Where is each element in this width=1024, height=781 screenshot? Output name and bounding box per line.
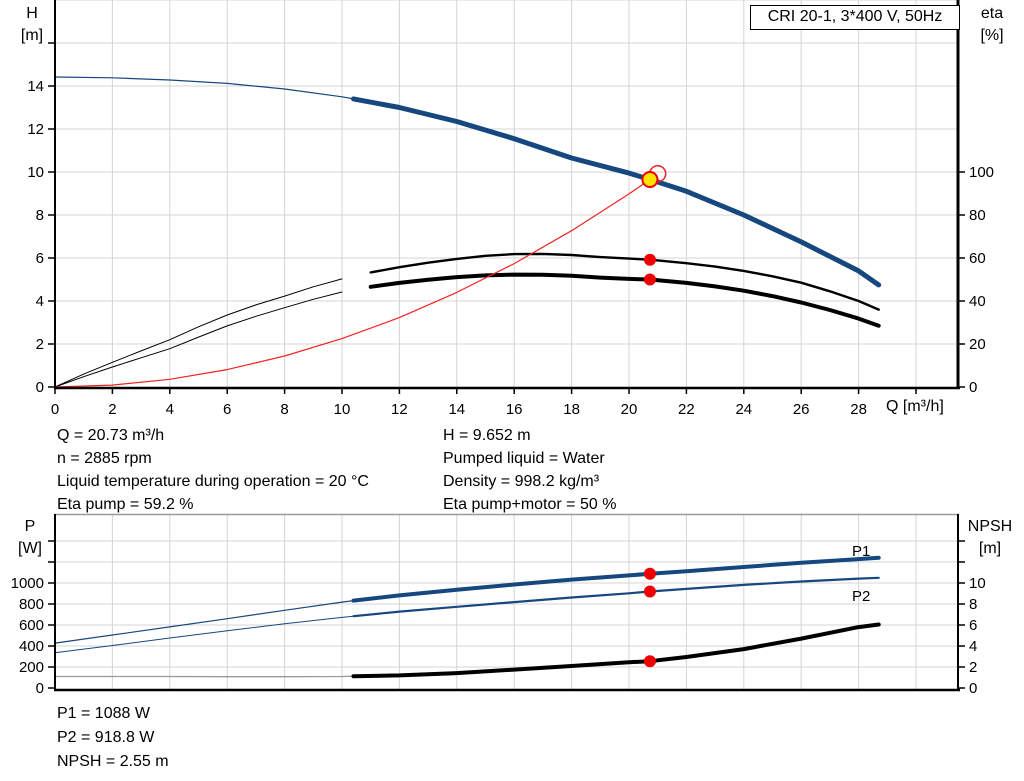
curve-label: P1 xyxy=(852,543,870,560)
tick-label: 10 xyxy=(334,401,351,418)
series-eta-pump-motor-curve xyxy=(368,272,881,328)
tick-label: 2 xyxy=(969,659,977,676)
series-eta-pump-curve xyxy=(54,278,343,388)
tick-label: 4 xyxy=(166,401,174,418)
eta-axis-title: eta [%] xyxy=(966,3,1018,47)
tick-label: 400 xyxy=(19,638,44,655)
tick-label: 20 xyxy=(621,401,638,418)
tick-label: 12 xyxy=(27,121,44,138)
series-p2-curve xyxy=(54,615,354,654)
tick-label: 8 xyxy=(969,596,977,613)
info-head: H = 9.652 m xyxy=(443,427,531,444)
series-npsh-curve xyxy=(54,675,355,678)
npsh-axis-title-line2: [m] xyxy=(978,540,1002,557)
series-system-curve xyxy=(54,178,651,388)
tick-label: 6 xyxy=(969,617,977,634)
curve-label: P2 xyxy=(852,588,870,605)
npsh-axis-title-line1: NPSH xyxy=(967,518,1013,535)
duty-info-right: H = 9.652 m Pumped liquid = Water Densit… xyxy=(443,424,616,516)
series-head-curve xyxy=(351,96,882,288)
tick-label: 200 xyxy=(19,659,44,676)
tick-label: 0 xyxy=(36,379,44,396)
info-eta-pump-motor: Eta pump+motor = 50 % xyxy=(443,496,617,513)
tick-label: 26 xyxy=(793,401,810,418)
series-eta-pump-motor-curve xyxy=(54,291,343,388)
info-speed: n = 2885 rpm xyxy=(57,450,152,467)
tick-label: 10 xyxy=(27,164,44,181)
h-axis-title-line1: H xyxy=(26,5,38,22)
tick-label: 40 xyxy=(969,293,986,310)
series-p1-curve xyxy=(351,555,881,603)
tick-label: 800 xyxy=(19,596,44,613)
tick-label: 1000 xyxy=(11,575,44,592)
tick-label: 24 xyxy=(735,401,752,418)
npsh-point xyxy=(643,655,656,668)
series-head-curve xyxy=(54,76,355,100)
p-axis-title-line1: P xyxy=(24,518,36,535)
tick-label: 80 xyxy=(969,207,986,224)
pump-model-label: CRI 20-1, 3*400 V, 50Hz xyxy=(767,8,943,25)
tick-label: 6 xyxy=(36,250,44,267)
tick-label: 20 xyxy=(969,336,986,353)
duty-info-left: Q = 20.73 m³/h n = 2885 rpm Liquid tempe… xyxy=(57,424,369,516)
info-liquid-temperature: Liquid temperature during operation = 20… xyxy=(57,473,369,490)
p-axis-title: P [W] xyxy=(8,516,52,560)
p1-point xyxy=(643,567,656,580)
tick-label: 0 xyxy=(969,379,977,396)
tick-label: 10 xyxy=(969,575,986,592)
h-axis-title-line2: [m] xyxy=(20,27,44,44)
tick-label: 0 xyxy=(36,680,44,697)
q-axis-title: Q [m³/h] xyxy=(886,398,944,415)
eta-axis-title-line1: eta xyxy=(980,5,1004,22)
p-axis-title-line2: [W] xyxy=(18,540,42,557)
info-density: Density = 998.2 kg/m³ xyxy=(443,473,600,490)
tick-label: 0 xyxy=(51,401,59,418)
tick-label: 4 xyxy=(969,638,977,655)
tick-label: 16 xyxy=(506,401,523,418)
p2-point xyxy=(643,585,656,598)
tick-label: 2 xyxy=(108,401,116,418)
tick-label: 8 xyxy=(36,207,44,224)
tick-label: 60 xyxy=(969,250,986,267)
tick-label: 14 xyxy=(448,401,465,418)
tick-label: 100 xyxy=(969,164,994,181)
info-p2: P2 = 918.8 W xyxy=(57,729,155,746)
info-npsh: NPSH = 2.55 m xyxy=(57,753,169,770)
pump-model-box: CRI 20-1, 3*400 V, 50Hz xyxy=(750,5,960,30)
tick-label: 2 xyxy=(36,336,44,353)
h-axis-title: H [m] xyxy=(12,3,52,47)
tick-label: 600 xyxy=(19,617,44,634)
eta-pump-motor-point xyxy=(643,273,656,286)
power-info: P1 = 1088 W P2 = 918.8 W NPSH = 2.55 m xyxy=(57,702,169,774)
series-p1-curve xyxy=(54,599,355,644)
series-npsh-curve xyxy=(351,622,881,679)
tick-label: 12 xyxy=(391,401,408,418)
npsh-axis-title: NPSH [m] xyxy=(958,516,1022,560)
info-pumped-liquid: Pumped liquid = Water xyxy=(443,450,605,467)
tick-label: 4 xyxy=(36,293,44,310)
info-p1: P1 = 1088 W xyxy=(57,705,150,722)
tick-label: 6 xyxy=(223,401,231,418)
series-eta-pump-curve xyxy=(369,252,880,311)
eta-axis-title-line2: [%] xyxy=(980,27,1004,44)
info-q: Q = 20.73 m³/h xyxy=(57,427,165,444)
power-chart: 0 200 400 600 800 1000 0 2 4 6 8 10 P1 P2 xyxy=(11,513,986,697)
tick-label: 18 xyxy=(563,401,580,418)
eta-pump-point xyxy=(643,253,656,266)
tick-label: 14 xyxy=(27,78,44,95)
info-eta-pump: Eta pump = 59.2 % xyxy=(57,496,194,513)
tick-label: 28 xyxy=(850,401,867,418)
tick-label: 8 xyxy=(280,401,288,418)
tick-label: 22 xyxy=(678,401,695,418)
duty-point xyxy=(641,170,659,188)
tick-label: 0 xyxy=(969,680,977,697)
series-p2-curve xyxy=(352,576,880,618)
